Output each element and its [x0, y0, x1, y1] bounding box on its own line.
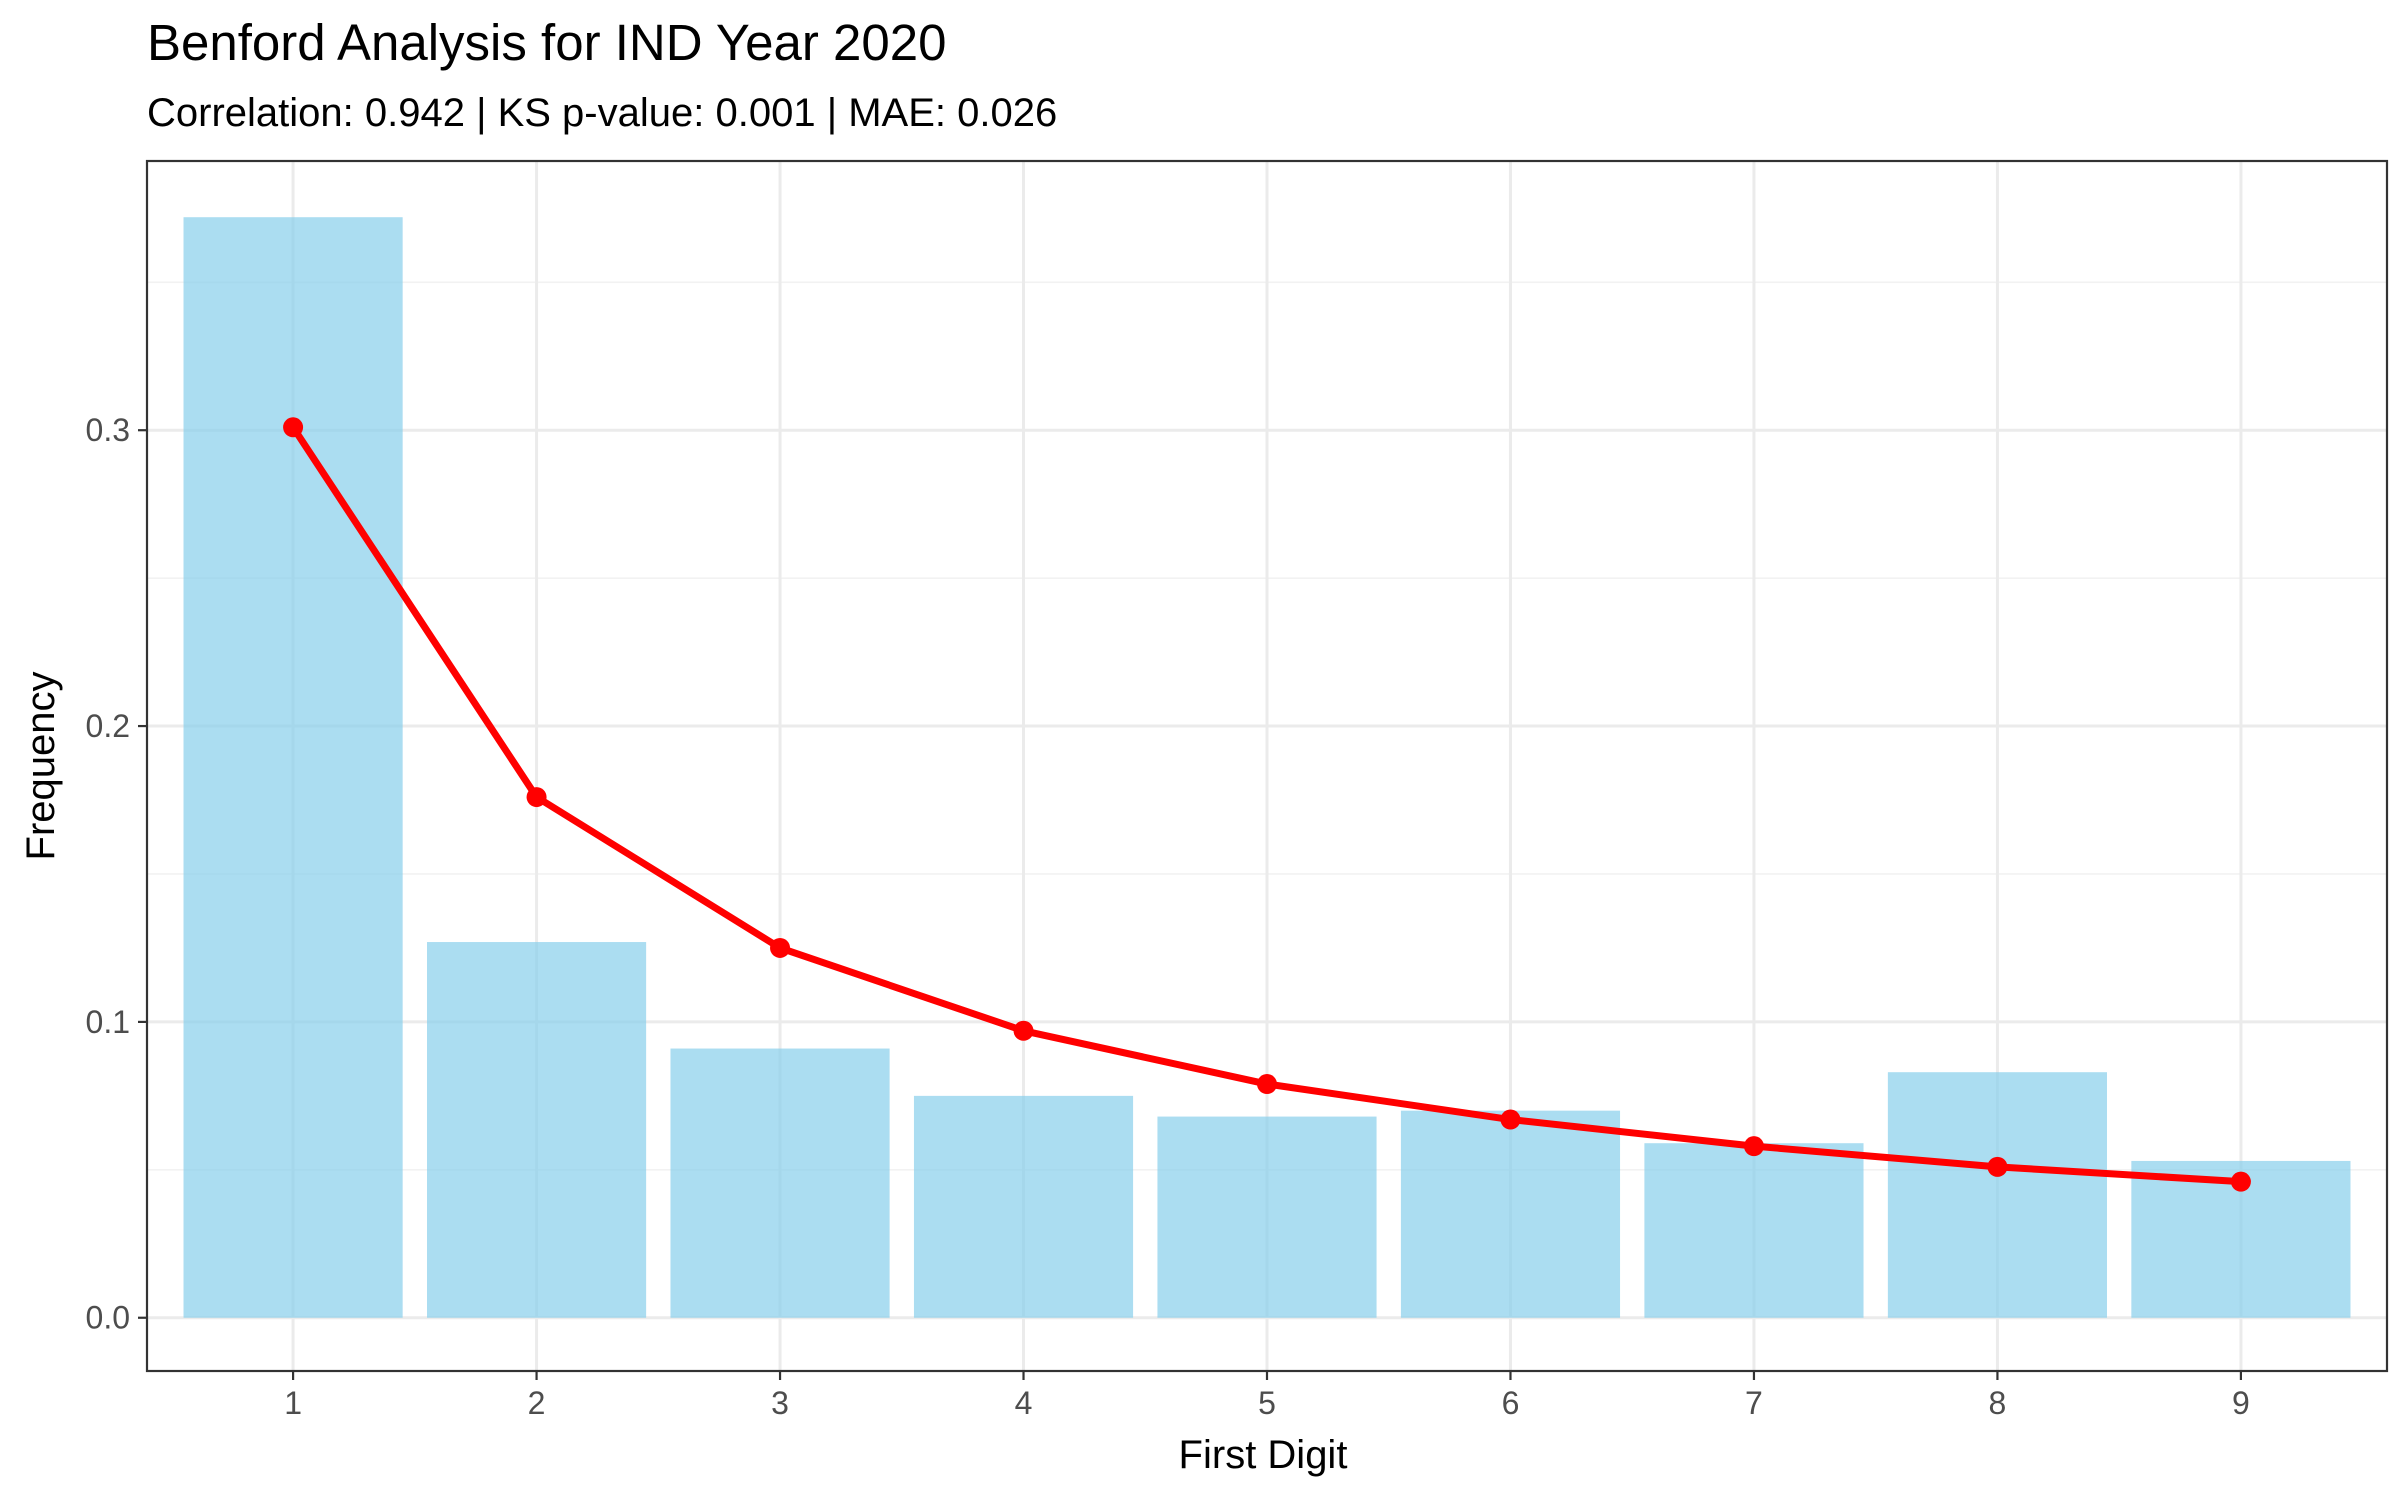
y-tick-label: 0.2 — [86, 708, 130, 744]
bar-digit-4 — [913, 1095, 1134, 1318]
bar-digit-3 — [670, 1048, 890, 1318]
bar-digit-8 — [1887, 1072, 2107, 1318]
y-axis: 0.0 0.1 0.2 0.3 — [86, 412, 147, 1336]
bar-digit-2 — [427, 942, 647, 1318]
bar-series — [183, 217, 2351, 1318]
bar-digit-5 — [1157, 1116, 1377, 1318]
benford-point-1 — [283, 417, 304, 438]
x-tick-label: 6 — [1502, 1385, 1520, 1421]
y-tick-label: 0.3 — [86, 412, 130, 448]
x-tick-label: 3 — [771, 1385, 789, 1421]
benford-point-5 — [1257, 1074, 1277, 1095]
benford-point-3 — [770, 937, 791, 958]
x-tick-label: 8 — [1989, 1385, 2007, 1421]
x-tick-label: 2 — [528, 1385, 546, 1421]
benford-point-2 — [526, 787, 547, 808]
x-tick-label: 9 — [2232, 1385, 2250, 1421]
x-tick-label: 4 — [1015, 1385, 1033, 1421]
x-axis: 1 2 3 4 5 6 7 8 9 — [284, 1371, 2250, 1421]
chart-subtitle: Correlation: 0.942 | KS p-value: 0.001 |… — [147, 91, 1057, 135]
benford-point-8 — [1987, 1156, 2008, 1177]
x-tick-label: 1 — [284, 1385, 302, 1421]
bar-digit-6 — [1400, 1110, 1621, 1318]
x-tick-label: 7 — [1745, 1385, 1763, 1421]
bar-digit-1 — [183, 217, 403, 1318]
y-tick-label: 0.1 — [86, 1004, 130, 1040]
benford-point-4 — [1013, 1020, 1034, 1041]
x-axis-title: First Digit — [1179, 1433, 1348, 1477]
benford-point-7 — [1743, 1136, 1764, 1157]
chart-title: Benford Analysis for IND Year 2020 — [147, 14, 947, 71]
benford-line-series — [283, 417, 2251, 1192]
y-tick-label: 0.0 — [86, 1300, 130, 1336]
benford-point-9 — [2230, 1171, 2251, 1192]
bar-digit-7 — [1644, 1143, 1864, 1318]
y-axis-title: Frequency — [19, 672, 63, 861]
benford-point-6 — [1500, 1109, 1521, 1130]
x-tick-label: 5 — [1258, 1385, 1276, 1421]
